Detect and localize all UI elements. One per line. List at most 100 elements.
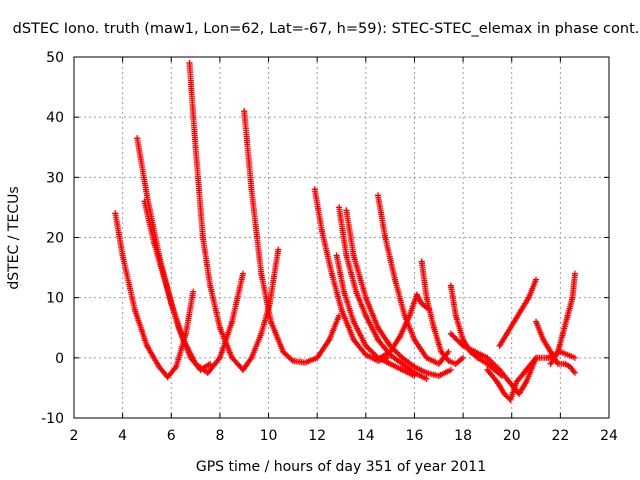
data-point — [567, 363, 574, 370]
data-point — [484, 366, 491, 373]
data-point — [411, 363, 418, 370]
data-point — [204, 369, 211, 376]
data-point — [399, 360, 406, 367]
data-point — [452, 360, 459, 367]
data-point — [445, 357, 452, 364]
data-point — [460, 342, 467, 349]
data-point — [112, 210, 119, 217]
data-point — [374, 336, 381, 343]
y-tick-label: 40 — [46, 110, 64, 126]
data-point — [392, 276, 398, 283]
data-point — [406, 312, 413, 319]
series-arc15 — [484, 348, 578, 403]
data-point — [134, 135, 141, 142]
grid — [74, 57, 609, 418]
data-point — [445, 348, 452, 355]
data-point — [311, 186, 318, 193]
data-point — [396, 333, 403, 340]
data-point — [501, 390, 508, 397]
data-point — [523, 366, 530, 373]
series-arc1 — [112, 210, 197, 381]
data-point — [430, 324, 437, 331]
data-point — [314, 354, 321, 361]
data-point — [343, 252, 350, 259]
data-point — [164, 374, 171, 381]
data-point — [564, 312, 571, 319]
data-point — [496, 342, 503, 349]
data-point — [507, 396, 514, 403]
data-point — [362, 294, 369, 301]
data-point — [340, 288, 347, 295]
data-point — [229, 354, 236, 361]
data-point — [435, 372, 442, 379]
x-tick-label: 14 — [357, 428, 375, 444]
data-point — [399, 354, 406, 361]
data-point — [302, 359, 309, 366]
series-arc16 — [496, 276, 540, 349]
data-point — [472, 348, 479, 355]
data-points — [112, 60, 578, 403]
data-point — [377, 354, 384, 361]
data-point — [350, 252, 357, 259]
data-point — [494, 378, 501, 385]
data-point — [547, 348, 554, 355]
data-point — [173, 363, 180, 370]
data-point — [362, 342, 369, 349]
data-point — [423, 354, 430, 361]
data-point — [533, 318, 540, 325]
data-point — [175, 324, 182, 331]
data-point — [156, 363, 163, 370]
data-point — [289, 357, 296, 364]
data-point — [571, 354, 578, 361]
data-point — [275, 246, 282, 253]
data-point — [199, 234, 206, 241]
data-point — [418, 258, 425, 265]
data-point — [240, 366, 247, 373]
data-point — [241, 108, 248, 115]
data-point — [523, 378, 530, 385]
x-tick-label: 10 — [260, 428, 278, 444]
x-tick-label: 20 — [503, 428, 521, 444]
data-point — [374, 192, 381, 199]
y-tick-label: 0 — [55, 351, 64, 367]
series-arc7 — [333, 252, 418, 379]
series-arc9 — [343, 207, 454, 379]
data-point — [387, 360, 394, 367]
data-point — [258, 330, 265, 337]
series-arc18 — [547, 270, 578, 367]
data-point — [547, 360, 554, 367]
data-point — [240, 270, 247, 277]
data-point — [452, 312, 459, 319]
series-arc3 — [141, 198, 214, 373]
y-axis-ticks: -10 0 10 20 30 40 50 — [41, 50, 609, 427]
x-tick-label: 2 — [70, 428, 79, 444]
data-point — [418, 300, 425, 307]
data-point — [545, 354, 552, 361]
data-point — [474, 354, 481, 361]
data-point — [192, 144, 199, 151]
data-point — [248, 186, 255, 193]
data-point — [143, 192, 150, 199]
data-point — [186, 60, 193, 67]
series-arc12 — [418, 258, 467, 367]
series-arc8 — [336, 204, 430, 382]
data-point — [513, 378, 520, 385]
data-point — [447, 366, 454, 373]
y-tick-label: 20 — [46, 231, 64, 247]
series-markers — [496, 278, 539, 349]
data-point — [516, 390, 523, 397]
data-point — [423, 294, 430, 301]
data-point — [413, 291, 420, 298]
data-point — [336, 312, 343, 319]
data-point — [559, 330, 566, 337]
data-point — [447, 282, 454, 289]
data-point — [387, 348, 394, 355]
data-point — [460, 354, 467, 361]
x-axis-ticks: 2 4 6 8 10 12 14 16 18 20 22 24 — [70, 57, 618, 444]
data-point — [506, 378, 513, 385]
x-tick-label: 6 — [167, 428, 176, 444]
y-tick-label: 50 — [46, 50, 64, 66]
data-point — [328, 270, 335, 277]
data-point — [540, 336, 547, 343]
